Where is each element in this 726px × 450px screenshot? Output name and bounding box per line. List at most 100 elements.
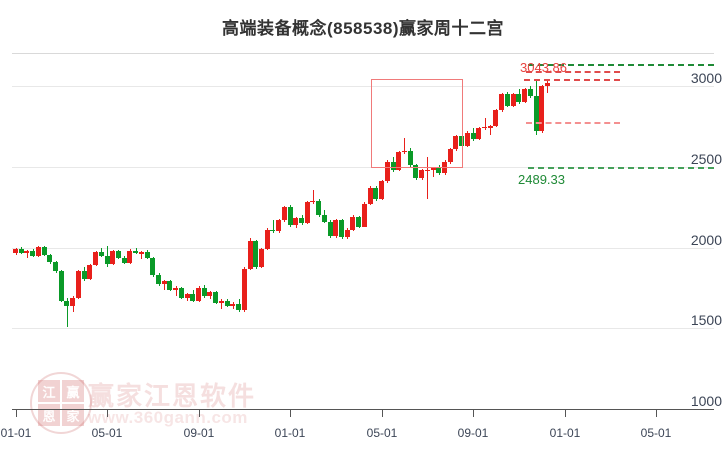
- candle-body: [539, 86, 544, 132]
- candle-body: [139, 252, 144, 254]
- candle-wick: [427, 157, 428, 200]
- y-tick-label: 3000: [690, 70, 722, 86]
- candle-body: [24, 251, 29, 253]
- x-tick-label: 05-01: [640, 426, 672, 440]
- candle-body: [219, 300, 224, 303]
- candle-body: [76, 271, 81, 298]
- candle-body: [476, 128, 481, 140]
- y-tick-label: 1000: [690, 393, 722, 409]
- candle-body: [505, 94, 510, 106]
- candle-body: [534, 95, 539, 132]
- candle-body: [59, 271, 64, 301]
- candle-body: [488, 126, 493, 128]
- candle-wick: [313, 189, 314, 205]
- candle-body: [305, 202, 310, 224]
- candle-body: [265, 229, 270, 250]
- candle-wick: [27, 250, 28, 258]
- gann-low-label: 2489.33: [518, 171, 565, 187]
- candle-wick: [141, 251, 142, 259]
- candle-body: [248, 241, 253, 270]
- candle-body: [133, 250, 138, 254]
- gridline-2000: [12, 248, 714, 249]
- candle-body: [482, 126, 487, 129]
- seal-char-0: 江: [38, 380, 60, 402]
- candle-body: [145, 252, 150, 259]
- candle-body: [225, 300, 230, 307]
- gann-range-box: [371, 79, 463, 168]
- gann-level-line: [526, 71, 620, 73]
- candle-body: [459, 136, 464, 146]
- candle-body: [19, 249, 24, 253]
- candle-body: [127, 250, 132, 263]
- candle-body: [213, 292, 218, 303]
- candle-body: [345, 229, 350, 238]
- plot-top-border: [12, 53, 714, 54]
- candle-body: [30, 251, 35, 256]
- candle-body: [242, 269, 247, 311]
- chart-title: 高端装备概念(858538)赢家周十二宫: [221, 19, 505, 38]
- x-tick-label: 05-01: [366, 426, 398, 440]
- candle-body: [190, 294, 195, 302]
- candle-body: [299, 218, 304, 224]
- candle-body: [333, 220, 338, 237]
- candle-body: [179, 287, 184, 298]
- candle-body: [53, 262, 58, 272]
- candle-body: [528, 89, 533, 96]
- candle-body: [322, 215, 327, 222]
- candle-wick: [490, 124, 491, 135]
- gann-high-extension: [524, 79, 620, 81]
- candle-body: [293, 218, 298, 225]
- candle-body: [373, 187, 378, 200]
- candle-body: [288, 207, 293, 225]
- candle-body: [13, 249, 18, 253]
- candle-body: [436, 168, 441, 174]
- candle-wick: [221, 299, 222, 309]
- seal-char-1: 赢: [62, 380, 84, 402]
- y-tick-label: 2000: [690, 232, 722, 248]
- candle-body: [110, 251, 115, 264]
- candle-body: [156, 275, 161, 285]
- seal-char-2: 恩: [38, 404, 60, 426]
- gridline-3000: [12, 86, 714, 87]
- candle-wick: [176, 286, 177, 296]
- candle-body: [87, 265, 92, 279]
- candle-body: [202, 287, 207, 297]
- candle-body: [385, 162, 390, 182]
- candle-body: [82, 271, 87, 279]
- x-tick-label: 05-01: [91, 426, 123, 440]
- candle-body: [448, 149, 453, 163]
- y-tick-label: 1500: [690, 312, 722, 328]
- y-tick-label: 2500: [690, 151, 722, 167]
- candle-body: [328, 221, 333, 237]
- gridline-1500: [12, 328, 714, 329]
- candle-body: [70, 297, 75, 306]
- seal-char-3: 家: [62, 404, 84, 426]
- candle-body: [64, 300, 69, 306]
- candle-body: [493, 110, 498, 127]
- watermark-seal-chars: 江 赢 恩 家: [38, 380, 84, 426]
- x-axis-line: [12, 409, 714, 410]
- candle-body: [93, 252, 98, 266]
- candle-wick: [404, 137, 405, 154]
- candle-body: [236, 303, 241, 311]
- candle-body: [36, 247, 41, 256]
- x-tick-label: 09-01: [457, 426, 489, 440]
- x-tick-mark: [107, 409, 108, 417]
- candle-body: [230, 303, 235, 307]
- candle-body: [402, 150, 407, 153]
- gann-level-line: [526, 122, 620, 124]
- gridline-2500: [12, 167, 714, 168]
- candle-body: [310, 200, 315, 203]
- x-tick-label: 01-01: [274, 426, 306, 440]
- candle-body: [185, 294, 190, 298]
- candle-body: [122, 257, 127, 263]
- candle-body: [408, 150, 413, 166]
- candle-wick: [273, 220, 274, 234]
- candle-body: [419, 169, 424, 179]
- candle-wick: [164, 279, 165, 290]
- candle-body: [42, 247, 47, 255]
- candle-body: [173, 287, 178, 290]
- candle-body: [167, 281, 172, 290]
- watermark-url: www.360gann.com: [88, 408, 248, 427]
